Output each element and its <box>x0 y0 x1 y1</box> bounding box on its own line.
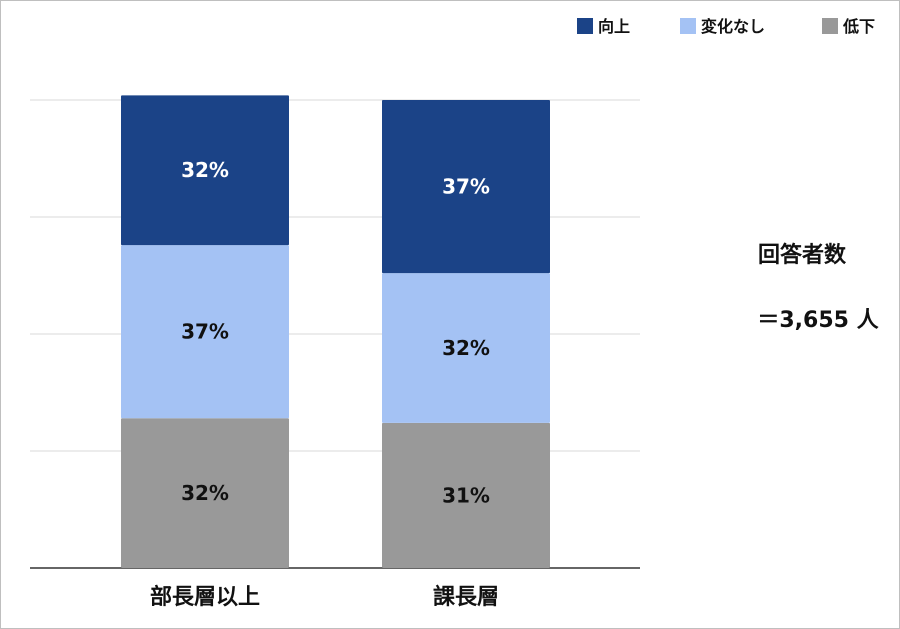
legend: 向上 変化なし 低下 <box>577 17 875 36</box>
x-axis: 部長層以上 課長層 <box>150 584 499 610</box>
legend-swatch <box>577 18 593 34</box>
legend-label: 低下 <box>842 17 875 36</box>
data-label: 37% <box>181 320 229 344</box>
bar-stack: 32% 37% 32% <box>121 95 289 568</box>
data-label: 32% <box>442 336 490 360</box>
data-label: 37% <box>442 175 490 199</box>
legend-swatch <box>680 18 696 34</box>
respondents-note: 回答者数 ＝3,655 人 <box>757 242 878 333</box>
category-label: 部長層以上 <box>150 584 260 610</box>
bar-segment <box>382 100 550 274</box>
legend-label: 向上 <box>598 17 630 36</box>
data-label: 31% <box>442 483 490 507</box>
category-label: 課長層 <box>433 584 499 610</box>
bar-stack: 31% 32% 37% <box>382 100 550 568</box>
legend-swatch <box>822 18 838 34</box>
bar-segment <box>121 418 289 568</box>
bar-stacks: 32% 37% 32% 31% 32% 37% <box>121 95 550 568</box>
respondents-label: 回答者数 <box>758 242 847 268</box>
bar-segment <box>382 273 550 423</box>
bar-segment <box>121 245 289 419</box>
bar-segment <box>121 95 289 246</box>
data-label: 32% <box>181 158 229 182</box>
respondents-count: ＝3,655 人 <box>757 308 878 333</box>
data-label: 32% <box>181 481 229 505</box>
legend-label: 変化なし <box>701 17 765 36</box>
bar-segment <box>382 422 550 568</box>
